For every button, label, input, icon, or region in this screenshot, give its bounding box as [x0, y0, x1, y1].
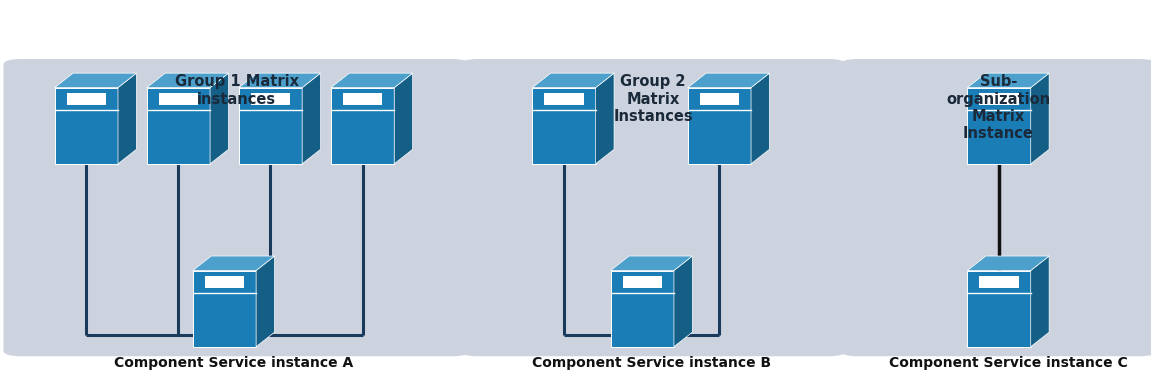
Polygon shape [967, 293, 1031, 347]
Text: Component Service instance B: Component Service instance B [532, 356, 771, 370]
Polygon shape [193, 256, 274, 271]
FancyBboxPatch shape [840, 59, 1151, 356]
Polygon shape [1031, 73, 1050, 164]
Polygon shape [688, 110, 752, 164]
Polygon shape [238, 88, 302, 110]
Polygon shape [611, 256, 693, 271]
Polygon shape [193, 293, 256, 347]
Polygon shape [159, 93, 198, 105]
Polygon shape [611, 293, 674, 347]
Polygon shape [256, 256, 274, 347]
Polygon shape [54, 73, 137, 88]
Polygon shape [205, 276, 244, 288]
Polygon shape [688, 88, 752, 110]
Polygon shape [238, 73, 320, 88]
Polygon shape [532, 110, 596, 164]
Polygon shape [752, 73, 769, 164]
Polygon shape [331, 110, 394, 164]
Polygon shape [544, 93, 584, 105]
Text: Sub-
organization
Matrix
Instance: Sub- organization Matrix Instance [946, 74, 1051, 141]
Text: Component Service instance C: Component Service instance C [889, 356, 1128, 370]
Polygon shape [674, 256, 693, 347]
Polygon shape [700, 93, 739, 105]
Polygon shape [343, 93, 382, 105]
Polygon shape [54, 88, 117, 110]
Polygon shape [623, 276, 662, 288]
Polygon shape [251, 93, 290, 105]
Polygon shape [611, 271, 674, 293]
Text: Group 1 Matrix
instances: Group 1 Matrix instances [175, 74, 298, 107]
Polygon shape [980, 93, 1019, 105]
Polygon shape [67, 93, 106, 105]
Polygon shape [331, 73, 412, 88]
Polygon shape [980, 276, 1019, 288]
FancyBboxPatch shape [460, 59, 846, 356]
Polygon shape [394, 73, 412, 164]
Polygon shape [967, 110, 1031, 164]
Text: Component Service instance A: Component Service instance A [114, 356, 353, 370]
Polygon shape [967, 256, 1050, 271]
Polygon shape [967, 271, 1031, 293]
Polygon shape [331, 88, 394, 110]
Polygon shape [238, 110, 302, 164]
Polygon shape [532, 73, 615, 88]
Polygon shape [302, 73, 320, 164]
Polygon shape [1031, 256, 1050, 347]
Polygon shape [688, 73, 769, 88]
Polygon shape [209, 73, 228, 164]
Polygon shape [147, 73, 228, 88]
FancyBboxPatch shape [3, 59, 470, 356]
Polygon shape [54, 110, 117, 164]
Polygon shape [967, 88, 1031, 110]
Polygon shape [147, 88, 209, 110]
Text: Group 2
Matrix
Instances: Group 2 Matrix Instances [613, 74, 693, 124]
Polygon shape [147, 110, 209, 164]
Polygon shape [532, 88, 596, 110]
Polygon shape [596, 73, 615, 164]
Polygon shape [967, 73, 1050, 88]
Polygon shape [193, 271, 256, 293]
Polygon shape [117, 73, 137, 164]
